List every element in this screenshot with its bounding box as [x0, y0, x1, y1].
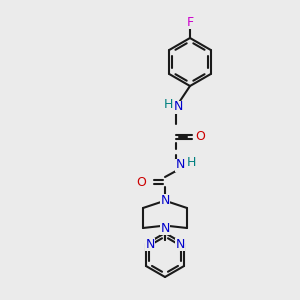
Text: H: H [186, 157, 196, 169]
Text: N: N [160, 221, 170, 235]
Text: N: N [175, 158, 185, 172]
Text: H: H [163, 98, 173, 112]
Text: N: N [160, 194, 170, 206]
Text: N: N [176, 238, 185, 250]
Text: N: N [173, 100, 183, 113]
Text: O: O [195, 130, 205, 143]
Text: F: F [186, 16, 194, 28]
Text: O: O [136, 176, 146, 188]
Text: N: N [145, 238, 154, 250]
